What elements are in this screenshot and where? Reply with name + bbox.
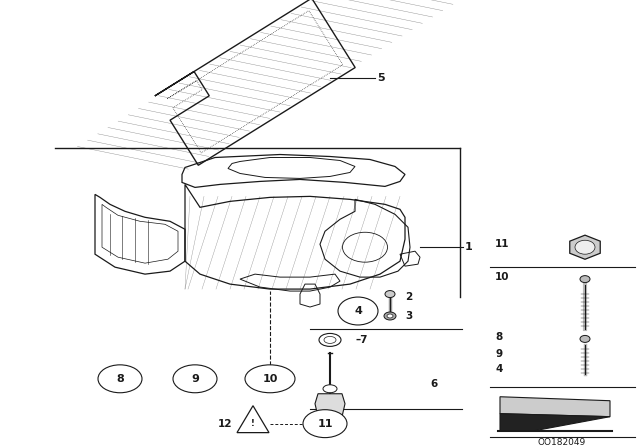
- Text: 8: 8: [495, 332, 502, 342]
- Text: –7: –7: [356, 335, 369, 345]
- Ellipse shape: [387, 314, 393, 318]
- Ellipse shape: [319, 333, 341, 346]
- Text: 5: 5: [377, 73, 385, 83]
- Text: 11: 11: [495, 239, 509, 249]
- Ellipse shape: [384, 312, 396, 320]
- Text: 10: 10: [262, 374, 278, 384]
- Text: 9: 9: [191, 374, 199, 384]
- Ellipse shape: [98, 365, 142, 393]
- Ellipse shape: [385, 291, 395, 297]
- Text: 4: 4: [354, 306, 362, 316]
- Polygon shape: [500, 397, 610, 417]
- Ellipse shape: [580, 336, 590, 342]
- Ellipse shape: [245, 365, 295, 393]
- Text: 4: 4: [495, 364, 502, 374]
- Text: 2: 2: [405, 292, 412, 302]
- Text: 6: 6: [430, 379, 437, 389]
- Text: 8: 8: [116, 374, 124, 384]
- Polygon shape: [315, 394, 345, 421]
- Ellipse shape: [580, 276, 590, 283]
- Ellipse shape: [303, 410, 347, 438]
- Polygon shape: [570, 235, 600, 259]
- Text: 1: 1: [465, 242, 473, 252]
- Ellipse shape: [173, 365, 217, 393]
- Text: 11: 11: [317, 418, 333, 429]
- Text: 12: 12: [218, 418, 232, 429]
- Text: 3: 3: [405, 311, 412, 321]
- Ellipse shape: [338, 297, 378, 325]
- Ellipse shape: [323, 385, 337, 393]
- Text: 9: 9: [495, 349, 502, 359]
- Ellipse shape: [575, 240, 595, 254]
- Polygon shape: [500, 414, 610, 431]
- Text: !: !: [251, 419, 255, 428]
- Text: 10: 10: [495, 272, 509, 282]
- Text: OO182049: OO182049: [538, 438, 586, 447]
